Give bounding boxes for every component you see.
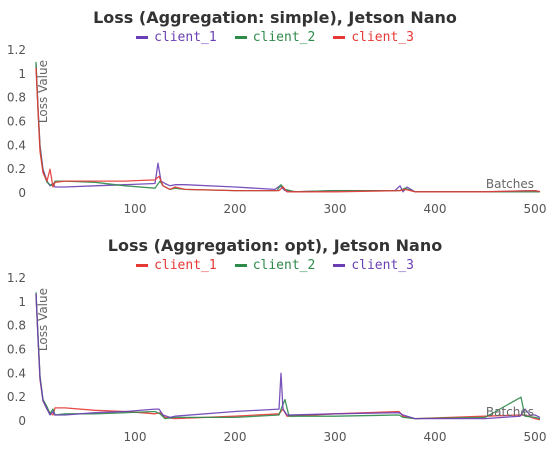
series-line-client-3 [35, 67, 541, 193]
y-tick-label: 0.2 [7, 162, 26, 176]
legend-swatch-client-2 [234, 36, 247, 39]
legend-item-client-2: client_2 [234, 30, 316, 45]
series-line-client-3 [35, 293, 541, 420]
x-tick-label: 100 [124, 202, 147, 216]
plot-area: 0 0.2 0.4 0.6 0.8 1 1.2 100 200 300 400 500 Loss Va… [7, 43, 547, 216]
y-tick-label: 0.8 [7, 91, 26, 105]
y-tick-label: 0.6 [7, 115, 26, 129]
y-axis-label: Loss Value [36, 60, 50, 123]
y-tick-label: 0.2 [7, 390, 26, 404]
series-line-client-2 [35, 292, 541, 420]
legend-item-client-1: client_1 [136, 30, 217, 45]
x-tick-label: 200 [224, 430, 247, 444]
y-tick-label: 0 [18, 414, 26, 428]
legend-swatch-client-1 [136, 36, 149, 39]
legend-swatch-client-2 [234, 264, 247, 267]
x-tick-label: 400 [424, 202, 447, 216]
legend-label-client-3: client_3 [351, 258, 414, 273]
y-tick-label: 1.2 [7, 43, 26, 57]
legend-label-client-1: client_1 [154, 258, 217, 273]
legend-item-client-3: client_3 [333, 258, 414, 273]
legend-item-client-3: client_3 [333, 30, 414, 45]
chart-title: Loss (Aggregation: opt), Jetson Nano [107, 236, 443, 255]
series-line-client-2 [35, 61, 540, 193]
x-tick-label: 100 [124, 430, 147, 444]
legend-item-client-1: client_1 [136, 258, 217, 273]
x-axis-label: Batches [486, 405, 534, 419]
x-tick-label: 500 [524, 430, 547, 444]
chart-legend: client_1 client_2 client_3 [0, 30, 550, 45]
y-tick-label: 0.8 [7, 319, 26, 333]
x-tick-label: 400 [424, 430, 447, 444]
chart-title: Loss (Aggregation: simple), Jetson Nano [93, 8, 457, 27]
x-axis-label: Batches [486, 177, 534, 191]
series-line-client-1 [35, 294, 541, 421]
y-tick-label: 0.4 [7, 138, 26, 152]
legend-label-client-2: client_2 [252, 30, 316, 45]
x-tick-label: 300 [324, 430, 347, 444]
y-tick-label: 1.2 [7, 271, 26, 285]
y-tick-label: 1 [18, 295, 26, 309]
legend-label-client-1: client_1 [154, 30, 217, 45]
chart-panel-simple: Loss (Aggregation: simple), Jetson Nano … [0, 0, 550, 225]
y-tick-label: 0.4 [7, 366, 26, 380]
y-tick-label: 1 [18, 67, 26, 81]
y-tick-label: 0.6 [7, 343, 26, 357]
plot-area: 0 0.2 0.4 0.6 0.8 1 1.2 100 200 300 400 500 Loss Va… [7, 271, 547, 444]
x-tick-label: 200 [224, 202, 247, 216]
legend-label-client-2: client_2 [252, 258, 316, 273]
chart-legend: client_1 client_2 client_3 [0, 258, 550, 273]
x-tick-label: 300 [324, 202, 347, 216]
x-tick-label: 500 [524, 202, 547, 216]
y-axis-label: Loss Value [36, 288, 50, 351]
legend-label-client-3: client_3 [351, 30, 414, 45]
legend-swatch-client-3 [333, 36, 346, 39]
legend-item-client-2: client_2 [234, 258, 316, 273]
y-tick-label: 0 [18, 186, 26, 200]
series-line-client-1 [35, 64, 541, 193]
chart-panel-opt: Loss (Aggregation: opt), Jetson Nano cli… [0, 228, 550, 453]
legend-swatch-client-1 [136, 264, 149, 267]
legend-swatch-client-3 [333, 264, 346, 267]
